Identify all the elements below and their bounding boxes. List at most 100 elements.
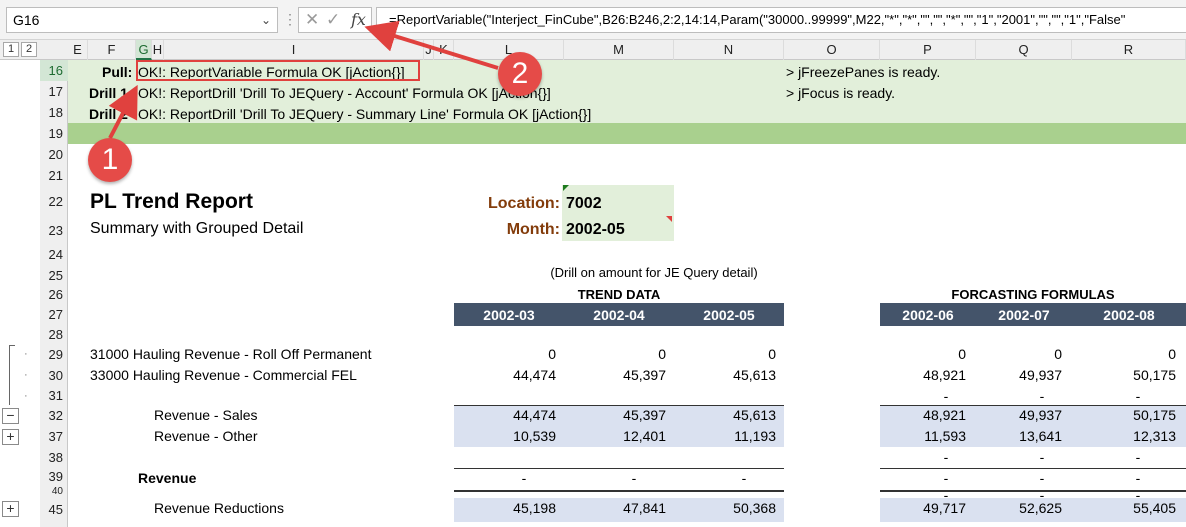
forecast-value[interactable]: 48,921 [923,367,966,383]
column-q[interactable]: Q [976,40,1072,60]
trend-value[interactable]: 45,613 [733,407,776,423]
forecast-value[interactable]: - [1135,388,1141,404]
column-m[interactable]: M [564,40,674,60]
row-header: 16 17 18 19 20 21 22 23 24 25 26 27 28 29 30 31 32 37 38 39… [0,60,68,527]
column-j[interactable]: J [424,40,434,60]
row-number-24[interactable]: 24 [48,247,63,262]
forecast-value[interactable]: - [943,470,949,486]
row-number-40[interactable]: 40 [51,486,63,497]
insert-function-icon[interactable]: fx [351,10,366,29]
trend-value[interactable]: - [741,470,747,486]
trend-value[interactable]: 0 [548,346,556,362]
column-h[interactable]: H [152,40,164,60]
line-label: Revenue - Sales [154,407,258,423]
forecast-value[interactable]: 12,313 [1133,428,1176,444]
forecast-value[interactable]: 52,625 [1019,500,1062,516]
forecast-value[interactable]: - [1135,487,1141,503]
location-value[interactable]: 7002 [566,195,602,212]
trend-value[interactable]: 50,368 [733,500,776,516]
cancel-icon[interactable]: ✕ [305,10,320,29]
forecast-value[interactable]: - [1039,449,1045,465]
expand-group-button[interactable]: + [2,429,19,445]
row-number-30[interactable]: 30 [48,368,63,383]
trend-value[interactable]: 44,474 [513,407,556,423]
drill2-status[interactable]: OK!: ReportDrill 'Drill To JEQuery - Sum… [138,106,592,122]
row-number-29[interactable]: 29 [48,347,63,362]
row-number-21[interactable]: 21 [48,168,63,183]
column-k[interactable]: K [434,40,454,60]
chevron-down-icon[interactable]: ⌄ [260,13,271,27]
forecast-value[interactable]: - [1039,470,1045,486]
forecast-value[interactable]: - [1039,487,1045,503]
forecast-value[interactable]: - [943,449,949,465]
row-number-37[interactable]: 37 [48,429,63,444]
forecast-value[interactable]: 49,937 [1019,367,1062,383]
row-number-45[interactable]: 45 [48,502,63,517]
trend-value[interactable]: 44,474 [513,367,556,383]
expand-group-button[interactable]: + [2,501,19,517]
row-number-22[interactable]: 22 [48,194,63,209]
row-number-18[interactable]: 18 [48,105,63,120]
forecast-value[interactable]: 48,921 [923,407,966,423]
row-number-20[interactable]: 20 [48,147,63,162]
row-number-17[interactable]: 17 [48,84,63,99]
column-f[interactable]: F [88,40,136,60]
trend-value[interactable]: 0 [658,346,666,362]
pull-status[interactable]: OK!: ReportVariable Formula OK [jAction{… [138,64,405,80]
name-box[interactable]: G16 ⌄ [6,7,278,33]
forecast-value[interactable]: 11,593 [924,428,966,444]
row-number-23[interactable]: 23 [48,223,63,238]
forecast-value[interactable]: 55,405 [1133,500,1176,516]
row-number-19[interactable]: 19 [48,126,63,141]
collapse-group-button[interactable]: − [2,408,19,424]
total-rule-bottom [880,490,1186,492]
trend-value[interactable]: - [521,470,527,486]
forecast-value[interactable]: - [943,487,949,503]
forecast-value[interactable]: 13,641 [1019,428,1062,444]
trend-value[interactable]: - [631,470,637,486]
trend-value[interactable]: 10,539 [513,428,556,444]
column-r[interactable]: R [1072,40,1186,60]
column-e[interactable]: E [68,40,88,60]
trend-value[interactable]: 45,198 [513,500,556,516]
forecast-value[interactable]: 49,717 [923,500,966,516]
outline-level-1-button[interactable]: 1 [3,42,19,57]
trend-value[interactable]: 45,397 [623,407,666,423]
row-number-26[interactable]: 26 [48,287,63,302]
row-number-28[interactable]: 28 [48,327,63,342]
forecast-value[interactable]: - [1135,449,1141,465]
trend-value[interactable]: 0 [768,346,776,362]
column-l[interactable]: L [454,40,564,60]
forecast-value[interactable]: - [1039,388,1045,404]
column-o[interactable]: O [784,40,880,60]
column-i[interactable]: I [164,40,424,60]
column-p[interactable]: P [880,40,976,60]
trend-value[interactable]: 45,397 [623,367,666,383]
forecast-value[interactable]: - [943,388,949,404]
forecast-value[interactable]: 0 [958,346,966,362]
enter-icon[interactable]: ✓ [326,10,341,29]
row-number-38[interactable]: 38 [48,450,63,465]
row-number-39[interactable]: 39 [48,469,63,484]
trend-value[interactable]: 45,613 [733,367,776,383]
row-number-25[interactable]: 25 [48,268,63,283]
forecast-value[interactable]: - [1135,470,1141,486]
trend-value[interactable]: 47,841 [623,500,666,516]
row-number-32[interactable]: 32 [48,408,63,423]
row-number-16[interactable]: 16 [40,60,68,81]
trend-value[interactable]: 12,401 [623,428,666,444]
row-number-31[interactable]: 31 [48,388,63,403]
forecast-value[interactable]: 0 [1168,346,1176,362]
column-g[interactable]: G [136,40,152,60]
outline-level-2-button[interactable]: 2 [21,42,37,57]
forecast-value[interactable]: 49,937 [1019,407,1062,423]
forecast-value[interactable]: 50,175 [1133,367,1176,383]
trend-value[interactable]: 11,193 [734,428,776,444]
forecast-value[interactable]: 50,175 [1133,407,1176,423]
formula-input[interactable]: =ReportVariable("Interject_FinCube",B26:… [376,7,1186,33]
column-n[interactable]: N [674,40,784,60]
month-value[interactable]: 2002-05 [566,221,625,238]
drill1-status[interactable]: OK!: ReportDrill 'Drill To JEQuery - Acc… [138,85,551,101]
row-number-27[interactable]: 27 [48,307,63,322]
forecast-value[interactable]: 0 [1054,346,1062,362]
